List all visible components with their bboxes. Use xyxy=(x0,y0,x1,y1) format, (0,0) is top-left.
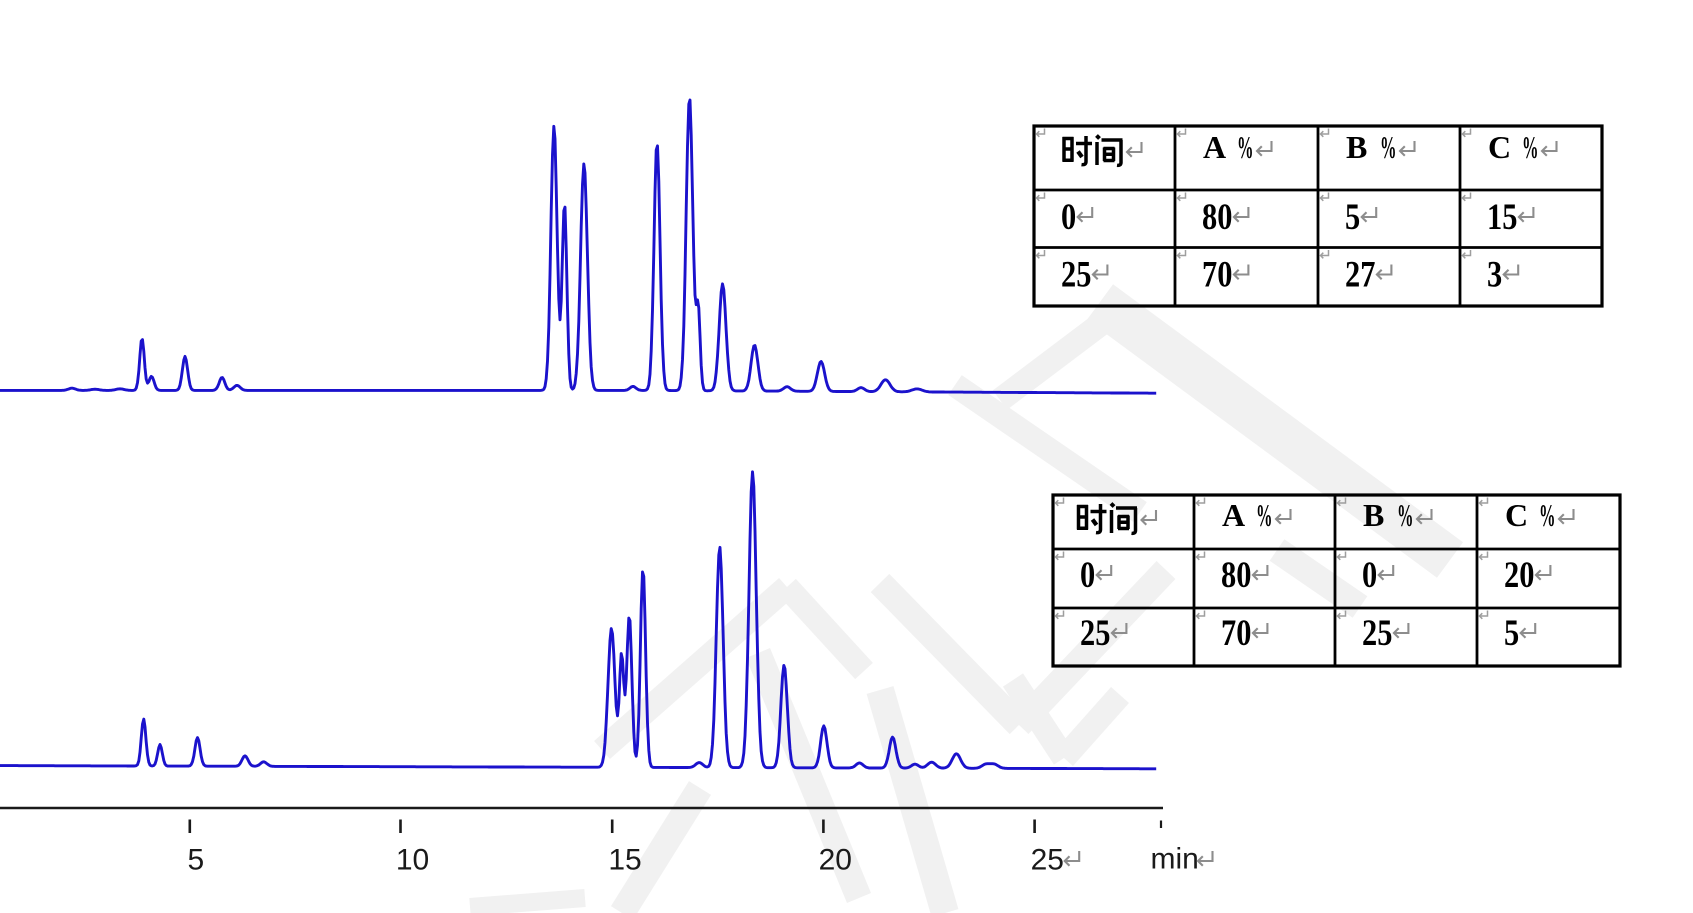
svg-text:70: 70 xyxy=(1202,255,1232,296)
svg-text:B: B xyxy=(1346,129,1367,165)
svg-text:5: 5 xyxy=(1504,613,1519,654)
svg-text:%: % xyxy=(1237,129,1254,165)
svg-text:5: 5 xyxy=(1345,197,1360,238)
svg-text:80: 80 xyxy=(1202,197,1232,238)
svg-text:25: 25 xyxy=(1362,613,1392,654)
svg-text:%: % xyxy=(1539,497,1556,533)
svg-text:B: B xyxy=(1363,497,1384,533)
svg-text:25: 25 xyxy=(1080,613,1110,654)
svg-text:80: 80 xyxy=(1221,555,1251,596)
svg-text:25: 25 xyxy=(1031,844,1064,877)
svg-text:20: 20 xyxy=(1504,555,1534,596)
svg-text:A: A xyxy=(1203,129,1226,165)
svg-text:70: 70 xyxy=(1221,613,1251,654)
svg-text:5: 5 xyxy=(187,844,204,877)
svg-text:C: C xyxy=(1488,129,1511,165)
svg-text:min: min xyxy=(1151,843,1199,876)
svg-text:25: 25 xyxy=(1061,255,1091,296)
svg-text:10: 10 xyxy=(396,844,429,877)
svg-text:3: 3 xyxy=(1487,255,1502,296)
svg-text:15: 15 xyxy=(1487,197,1517,238)
svg-text:%: % xyxy=(1256,497,1273,533)
svg-text:A: A xyxy=(1222,497,1245,533)
svg-text:15: 15 xyxy=(608,844,641,877)
svg-text:%: % xyxy=(1522,129,1539,165)
svg-text:%: % xyxy=(1397,497,1414,533)
svg-text:C: C xyxy=(1505,497,1528,533)
svg-text:0: 0 xyxy=(1061,197,1076,238)
svg-text:0: 0 xyxy=(1080,555,1095,596)
svg-text:27: 27 xyxy=(1345,255,1375,296)
svg-text:20: 20 xyxy=(819,844,852,877)
svg-text:%: % xyxy=(1380,129,1397,165)
svg-text:0: 0 xyxy=(1362,555,1377,596)
